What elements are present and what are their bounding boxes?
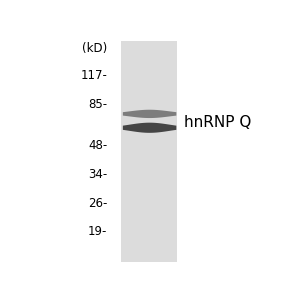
Text: 26-: 26- [88,197,107,210]
Text: 34-: 34- [88,168,107,181]
Bar [121,40,177,262]
Text: 117-: 117- [80,69,107,82]
Text: 19-: 19- [88,225,107,238]
Text: 48-: 48- [88,139,107,152]
Text: hnRNP Q: hnRNP Q [184,115,251,130]
Text: 85-: 85- [88,98,107,111]
Text: (kD): (kD) [82,42,107,55]
